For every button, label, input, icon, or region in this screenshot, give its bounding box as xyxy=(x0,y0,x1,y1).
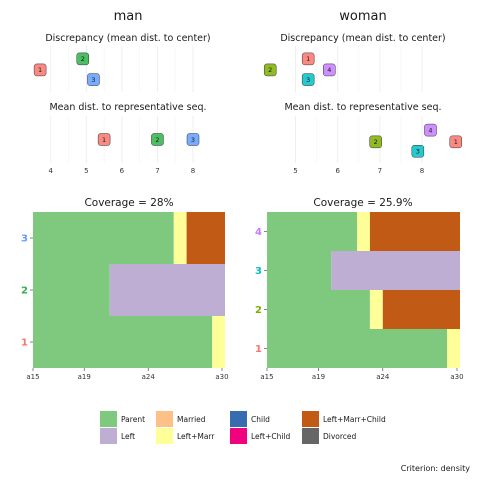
woman-coverage-cluster-label-2: 2 xyxy=(255,305,262,316)
legend-label-left-child: Left+Child xyxy=(251,432,291,441)
criterion-caption: Criterion: density xyxy=(401,464,470,473)
woman-x-tick-label: 5 xyxy=(293,167,297,175)
man-coverage-cluster-3-spell-left-marr-child xyxy=(186,212,225,264)
woman-coverage-cluster-2-spell-parent xyxy=(267,290,370,329)
man-coverage-x-tick-label: a30 xyxy=(215,373,228,381)
man-coverage-x-tick-label: a19 xyxy=(78,373,91,381)
man-discrepancy-point-3 xyxy=(87,73,100,86)
woman-x-tick-label: 7 xyxy=(378,167,382,175)
legend-label-left: Left xyxy=(121,432,135,441)
legend-key-left-child xyxy=(230,428,247,444)
woman-representative-point-1 xyxy=(449,135,463,149)
woman-representative-point-label-3: 3 xyxy=(416,148,420,156)
legend-key-divorced xyxy=(302,428,319,444)
legend-label-married: Married xyxy=(177,415,206,424)
man-discrepancy-point-label-3: 3 xyxy=(91,76,95,84)
man-x-tick-label: 5 xyxy=(84,167,88,175)
woman-coverage-cluster-4-spell-parent xyxy=(267,212,358,251)
woman-coverage-cluster-label-1: 1 xyxy=(255,344,262,355)
legend-key-parent xyxy=(100,411,117,427)
woman-coverage-cluster-4-spell-left-marr-child xyxy=(369,212,460,251)
man-x-tick-label: 6 xyxy=(120,167,125,175)
man-coverage-cluster-2-spell-parent xyxy=(33,264,110,316)
man-representative-point-3 xyxy=(186,133,200,146)
man-representative-point-label-2: 2 xyxy=(155,136,159,144)
woman-coverage-cluster-1-spell-left-marr xyxy=(447,329,460,368)
legend-label-divorced: Divorced xyxy=(323,432,357,441)
man-coverage-cluster-label-2: 2 xyxy=(21,286,28,297)
man-coverage-cluster-label-3: 3 xyxy=(21,234,28,245)
legend-key-child xyxy=(230,411,247,427)
man-representative-point-label-3: 3 xyxy=(191,136,195,144)
woman-x-tick-label: 6 xyxy=(335,167,340,175)
woman-coverage-x-tick-label: a30 xyxy=(450,373,463,381)
man-representative-point-label-1: 1 xyxy=(102,136,106,144)
woman-discrepancy-point-label-4: 4 xyxy=(327,66,331,74)
man-coverage-cluster-2-spell-left xyxy=(109,264,225,316)
man-coverage-cluster-3-spell-parent xyxy=(33,212,174,264)
woman-discrepancy-point-label-1: 1 xyxy=(306,55,310,63)
woman-representative-point-2 xyxy=(369,135,382,149)
woman-discrepancy-point-label-2: 2 xyxy=(268,66,272,74)
legend-key-married xyxy=(156,411,173,427)
woman-coverage-cluster-3-spell-parent xyxy=(267,251,332,290)
man-discrepancy-title: Discrepancy (mean dist. to center) xyxy=(45,33,210,44)
man-coverage-cluster-1-spell-left-marr xyxy=(212,316,225,368)
man-coverage-cluster-label-1: 1 xyxy=(21,338,28,349)
legend-label-left-marr: Left+Marr xyxy=(177,432,215,441)
man-representative-point-1 xyxy=(97,133,111,146)
legend-key-left-marr-child xyxy=(302,411,319,427)
woman-x-tick-label: 8 xyxy=(420,167,424,175)
man-x-tick-label: 7 xyxy=(155,167,159,175)
man-coverage-title: Coverage = 28% xyxy=(84,197,173,209)
man-coverage-x-tick-label: a24 xyxy=(142,373,156,381)
woman-discrepancy-title: Discrepancy (mean dist. to center) xyxy=(280,33,445,44)
man-x-tick-label: 4 xyxy=(49,167,54,175)
woman-discrepancy-point-2 xyxy=(263,63,277,77)
woman-coverage-cluster-3-spell-left xyxy=(331,251,460,290)
woman-coverage-cluster-label-4: 4 xyxy=(255,227,262,238)
man-discrepancy-point-2 xyxy=(76,52,90,66)
legend-label-left-marr-child: Left+Marr+Child xyxy=(323,415,386,424)
plot-layer: 4 5 6 7 8 1 1 2 2 3 3 5 6 7 8 1 1 2 2 3 3 4 4 1 2 3 a15 a19 a24 a30 1 2… xyxy=(21,46,464,444)
man-coverage-cluster-1-spell-parent xyxy=(33,316,213,368)
strip-title-man: man xyxy=(114,9,143,24)
woman-coverage-title: Coverage = 25.9% xyxy=(313,197,412,209)
man-coverage-x-tick-label: a15 xyxy=(26,373,39,381)
woman-coverage-cluster-label-3: 3 xyxy=(255,266,262,277)
woman-discrepancy-point-4 xyxy=(323,63,336,77)
woman-representative-title: Mean dist. to representative seq. xyxy=(284,102,441,113)
legend-key-left-marr xyxy=(156,428,173,444)
man-representative-title: Mean dist. to representative seq. xyxy=(49,102,206,113)
woman-discrepancy-point-3 xyxy=(301,73,315,86)
man-representative-point-2 xyxy=(151,133,164,146)
woman-representative-point-label-4: 4 xyxy=(428,126,432,134)
woman-coverage-cluster-1-spell-parent xyxy=(267,329,448,368)
woman-discrepancy-point-1 xyxy=(301,52,315,66)
woman-representative-point-3 xyxy=(411,145,425,158)
man-x-tick-label: 8 xyxy=(191,167,195,175)
woman-representative-point-4 xyxy=(424,123,437,137)
woman-coverage-x-tick-label: a24 xyxy=(376,373,390,381)
man-discrepancy-point-label-1: 1 xyxy=(38,66,42,74)
legend-label-parent: Parent xyxy=(121,415,145,424)
man-coverage-cluster-3-spell-left-marr xyxy=(173,212,187,264)
woman-coverage-cluster-2-spell-left-marr-child xyxy=(382,290,460,329)
woman-coverage-cluster-4-spell-left-marr xyxy=(357,212,370,251)
woman-representative-point-label-1: 1 xyxy=(454,138,458,146)
strip-title-woman: woman xyxy=(339,9,386,24)
man-discrepancy-point-1 xyxy=(33,63,47,77)
woman-coverage-x-tick-label: a15 xyxy=(260,373,273,381)
woman-discrepancy-point-label-3: 3 xyxy=(306,76,310,84)
man-discrepancy-point-label-2: 2 xyxy=(81,55,85,63)
legend-label-child: Child xyxy=(251,415,270,424)
legend-key-left xyxy=(100,428,117,444)
woman-representative-point-label-2: 2 xyxy=(374,138,378,146)
woman-coverage-cluster-2-spell-left-marr xyxy=(369,290,383,329)
woman-coverage-x-tick-label: a19 xyxy=(312,373,325,381)
